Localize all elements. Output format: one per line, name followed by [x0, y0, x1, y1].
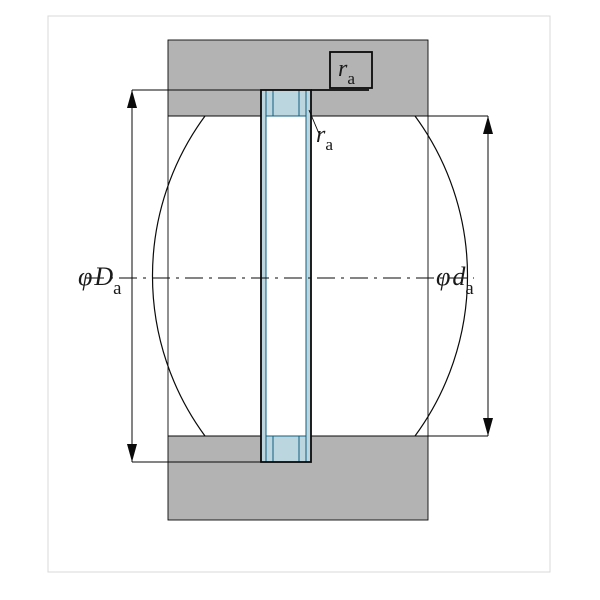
label-outer-diameter-Da: φDa — [78, 262, 121, 297]
label-inner-diameter-da: φda — [436, 262, 474, 297]
diagram-stage: φDa φda ra ra — [0, 0, 600, 600]
label-chamfer-ra-callout: ra — [338, 56, 355, 87]
label-chamfer-ra-inner: ra — [316, 122, 333, 153]
bearing-cross-section-svg — [0, 0, 600, 600]
